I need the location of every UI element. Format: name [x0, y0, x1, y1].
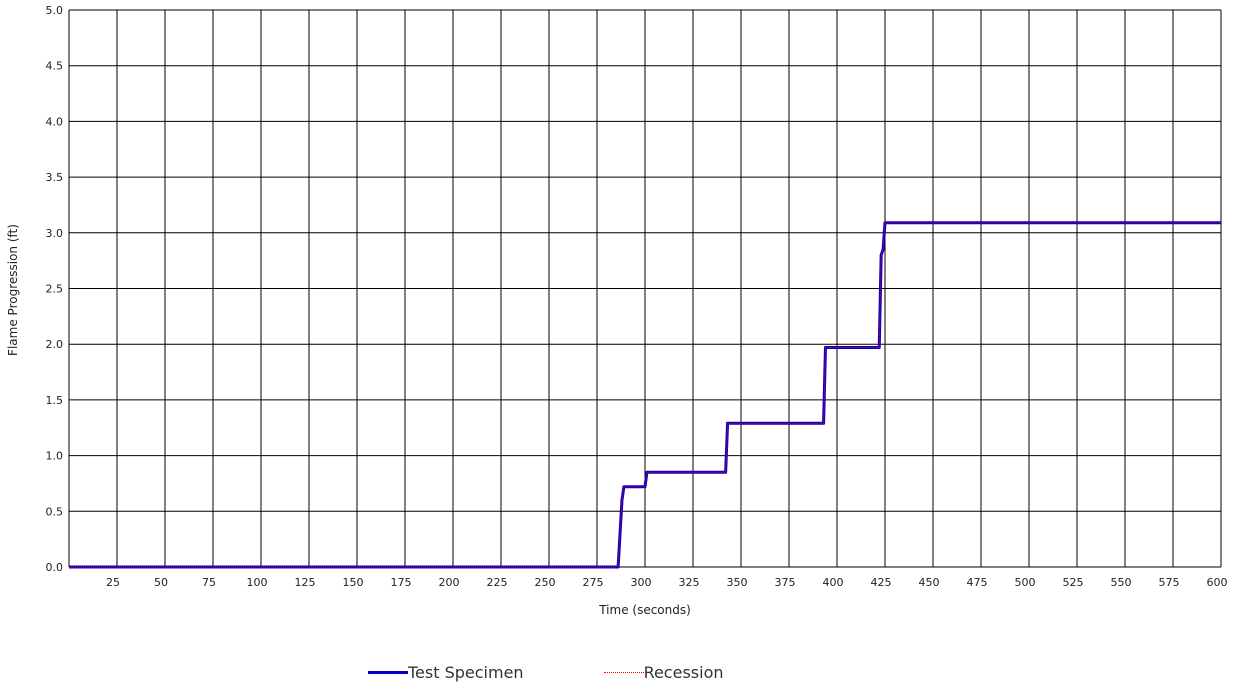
- x-tick-label: 450: [919, 576, 940, 589]
- x-tick-label: 275: [583, 576, 604, 589]
- x-tick-label: 300: [631, 576, 652, 589]
- y-tick-label: 1.0: [46, 450, 64, 463]
- x-tick-label: 50: [154, 576, 168, 589]
- y-tick-label: 4.0: [46, 115, 64, 128]
- y-tick-label: 1.5: [46, 394, 64, 407]
- flame-progression-chart: 25 50 75 100 125 150 175 200 225 250 275 300 325 350 3…: [6, 4, 1228, 617]
- x-tick-label: 250: [535, 576, 556, 589]
- x-axis-title: Time (seconds): [598, 603, 691, 617]
- grid-lines: [68, 9, 1222, 568]
- y-tick-label: 3.5: [46, 171, 64, 184]
- x-tick-label: 425: [871, 576, 892, 589]
- y-tick-label: 2.5: [46, 283, 64, 296]
- series-lines: [69, 221, 1221, 569]
- x-tick-label: 225: [487, 576, 508, 589]
- x-tick-label: 500: [1015, 576, 1036, 589]
- series-line-recession: [69, 222, 1221, 568]
- x-tick-labels: 25 50 75 100 125 150 175 200 225 250 275 300 325 350 3…: [106, 576, 1228, 589]
- legend-label-test-specimen: Test Specimen: [408, 663, 524, 682]
- x-tick-label: 200: [439, 576, 460, 589]
- x-tick-label: 575: [1159, 576, 1180, 589]
- y-axis-title: Flame Progression (ft): [6, 224, 20, 356]
- x-tick-label: 150: [343, 576, 364, 589]
- x-tick-label: 350: [727, 576, 748, 589]
- legend-item-recession: Recession: [603, 663, 724, 682]
- x-tick-label: 25: [106, 576, 120, 589]
- y-tick-label: 0.0: [46, 561, 64, 574]
- x-tick-label: 325: [679, 576, 700, 589]
- x-tick-label: 100: [247, 576, 268, 589]
- y-tick-labels: 0.0 0.5 1.0 1.5 2.0 2.5 3.0 3.5 4.0 4.5 5.0: [46, 4, 64, 574]
- y-tick-label: 5.0: [46, 4, 64, 17]
- y-tick-label: 0.5: [46, 505, 64, 518]
- y-tick-label: 3.0: [46, 227, 64, 240]
- x-tick-label: 375: [775, 576, 796, 589]
- y-tick-label: 2.0: [46, 338, 64, 351]
- legend-swatch-recession: [603, 672, 644, 673]
- x-tick-label: 475: [967, 576, 988, 589]
- x-tick-label: 75: [202, 576, 216, 589]
- x-tick-label: 525: [1063, 576, 1084, 589]
- legend-item-test-specimen: Test Specimen: [368, 663, 524, 682]
- x-tick-label: 600: [1207, 576, 1228, 589]
- legend-swatch-test-specimen: [368, 671, 408, 674]
- x-tick-label: 175: [391, 576, 412, 589]
- legend: Test Specimen Recession: [368, 663, 724, 682]
- x-tick-label: 125: [295, 576, 316, 589]
- x-tick-label: 550: [1111, 576, 1132, 589]
- y-tick-label: 4.5: [46, 60, 64, 73]
- legend-label-recession: Recession: [643, 663, 724, 682]
- x-tick-label: 400: [823, 576, 844, 589]
